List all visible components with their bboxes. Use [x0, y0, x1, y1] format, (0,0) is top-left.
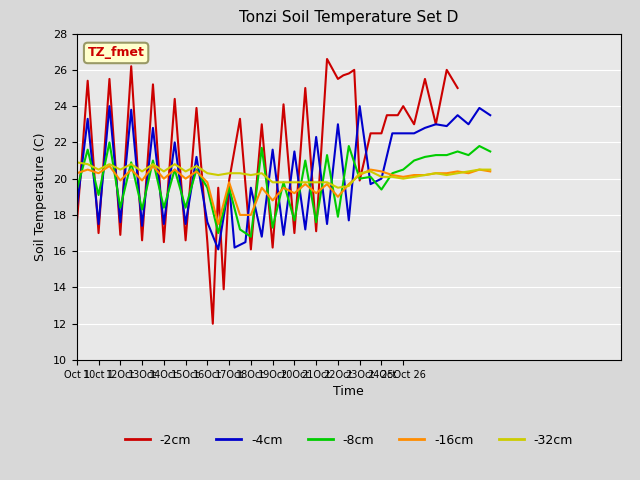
X-axis label: Time: Time	[333, 385, 364, 398]
Legend: -2cm, -4cm, -8cm, -16cm, -32cm: -2cm, -4cm, -8cm, -16cm, -32cm	[120, 429, 578, 452]
Y-axis label: Soil Temperature (C): Soil Temperature (C)	[35, 132, 47, 261]
Title: Tonzi Soil Temperature Set D: Tonzi Soil Temperature Set D	[239, 11, 458, 25]
Text: TZ_fmet: TZ_fmet	[88, 47, 145, 60]
